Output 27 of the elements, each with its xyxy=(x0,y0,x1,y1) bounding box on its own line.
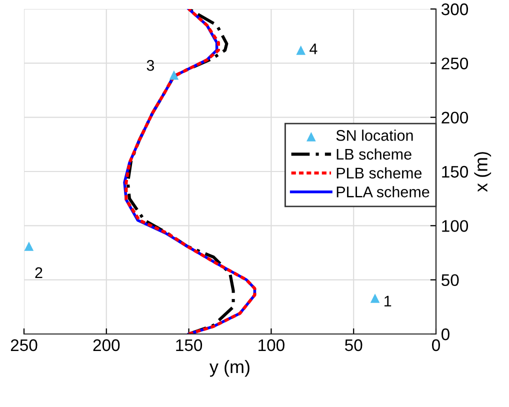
point xyxy=(24,242,34,251)
y-tick-label: 150 xyxy=(442,166,468,178)
x-tick-label: 250 xyxy=(10,339,38,352)
y-tick-label: 0 xyxy=(442,328,450,340)
y-axis-title: x (m) xyxy=(474,152,492,192)
point xyxy=(169,70,179,80)
point xyxy=(296,46,306,55)
x-tick-label: 150 xyxy=(176,339,202,352)
annotation: 4 xyxy=(310,44,318,54)
annotation: 3 xyxy=(146,60,154,71)
legend-label: PLLA scheme xyxy=(336,186,430,198)
y-tick-label: 300 xyxy=(441,3,468,16)
y-tick-label: 100 xyxy=(442,220,468,232)
point xyxy=(370,294,380,303)
y-tick-label: 50 xyxy=(442,274,459,286)
x-tick-label: 200 xyxy=(93,339,120,352)
legend-label: SN location xyxy=(336,130,413,141)
legend-label: LB scheme xyxy=(336,148,412,160)
x-tick-label: 100 xyxy=(258,339,284,352)
y-tick-label: 250 xyxy=(442,58,468,70)
y-tick-label: 200 xyxy=(442,112,468,124)
legend-label: PLB scheme xyxy=(336,167,422,179)
annotation: 2 xyxy=(35,267,42,278)
x-tick-label: 50 xyxy=(345,339,362,352)
annotation: 1 xyxy=(384,296,392,306)
x-axis-title: y (m) xyxy=(209,360,250,377)
x-tick-label: 0 xyxy=(432,339,440,352)
